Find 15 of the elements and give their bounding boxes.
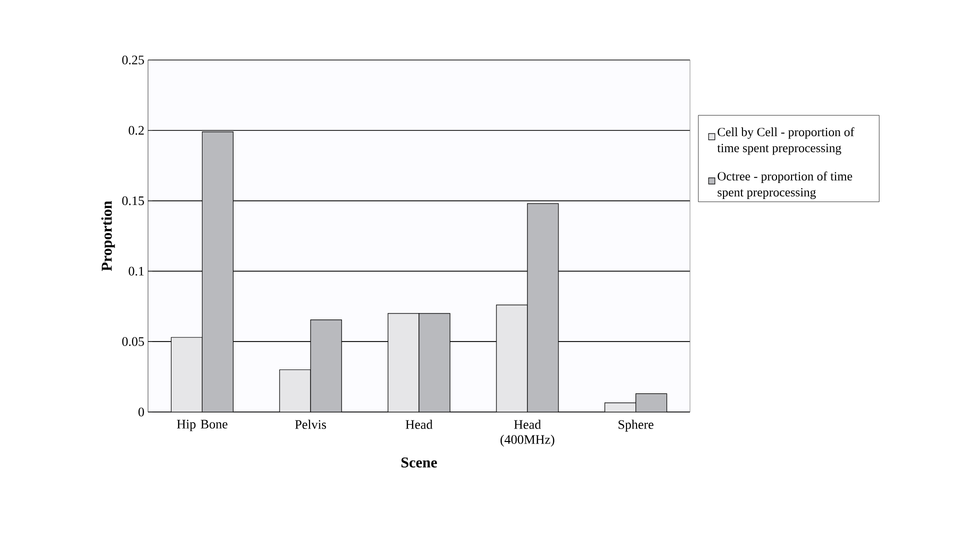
x-tick-label: Head (400MHz) [500,420,554,447]
y-tick-label: 0.1 [128,266,144,276]
x-tick-label: Head [406,420,433,429]
y-tick-label: 0 [138,408,144,416]
x-tick-label: Hip Bone [176,420,228,432]
x-axis-title: Scene [401,457,437,468]
x-tick-label: Sphere [618,420,654,432]
y-axis-title: Proportion [101,200,115,272]
y-tick-label: 0.2 [128,126,144,135]
y-tick-label: 0.25 [122,56,144,64]
legend-label: Cell by Cell - proportion of time spent preprocessing [717,127,854,155]
x-tick-label: Pelvis [295,420,326,429]
y-tick-label: 0.15 [122,196,144,206]
legend-label: Octree - proportion of time spent preprocessing [718,172,852,200]
y-tick-label: 0.05 [122,337,144,346]
